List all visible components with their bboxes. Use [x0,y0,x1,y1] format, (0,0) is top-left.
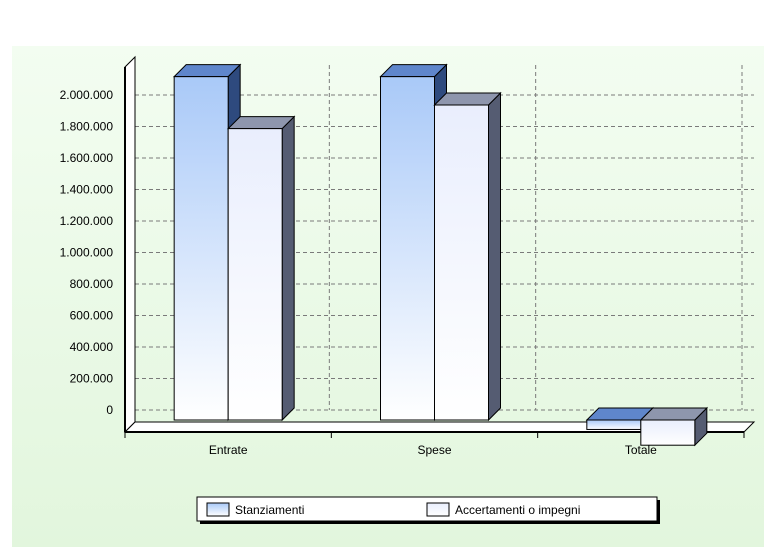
legend-label: Accertamenti o impegni [455,503,580,517]
bar-accertamenti-o-impegni-entrate [226,115,296,422]
chart-area: 0 200.000 400.000 600.000 800.000 1.000.000 1.… [12,46,764,547]
y-tick-label: 1.200.000 [60,214,114,228]
bar-front [173,76,229,421]
x-tick-labels: Entrate Spese Totale [209,443,657,457]
x-tick-label: Totale [625,443,657,457]
bar-top [433,92,502,106]
bar-front [640,419,696,446]
bar-side [281,115,295,422]
x-tick-label: Entrate [209,443,248,457]
bar-front [227,128,283,421]
bar-side [488,91,501,422]
bars [172,63,709,447]
y-tick-label: 800.000 [70,277,114,291]
bar-accertamenti-o-impegni-totale [639,406,709,447]
legend-label: Stanziamenti [235,503,304,517]
bar-top [172,64,242,78]
bar-chart: 0 200.000 400.000 600.000 800.000 1.000.000 1.… [12,46,764,547]
legend-swatch [206,502,230,517]
bar-top [226,116,296,130]
bar-accertamenti-o-impegni-spese [433,91,502,422]
legend-swatch [426,502,450,517]
x-tick-label: Spese [417,443,451,457]
y-tick-label: 2.000.000 [60,88,114,102]
y-tick-label: 600.000 [70,309,114,323]
y-axis-wall [124,55,136,434]
y-tick-label: 1.800.000 [60,120,114,134]
y-tick-label: 400.000 [70,340,114,354]
bar-top [379,64,448,78]
y-tick-label: 200.000 [70,372,114,386]
bar-front [380,76,435,421]
legend: Stanziamenti Accertamenti o impegni [196,496,660,524]
bar-front [586,419,642,430]
bar-front [434,104,489,421]
y-tick-label: 0 [106,403,113,417]
bar-top [639,407,709,421]
y-tick-label: 1.600.000 [60,151,114,165]
y-tick-labels: 0 200.000 400.000 600.000 800.000 1.000.000 1.… [60,88,114,417]
y-tick-label: 1.400.000 [60,183,114,197]
y-tick-label: 1.000.000 [60,246,114,260]
